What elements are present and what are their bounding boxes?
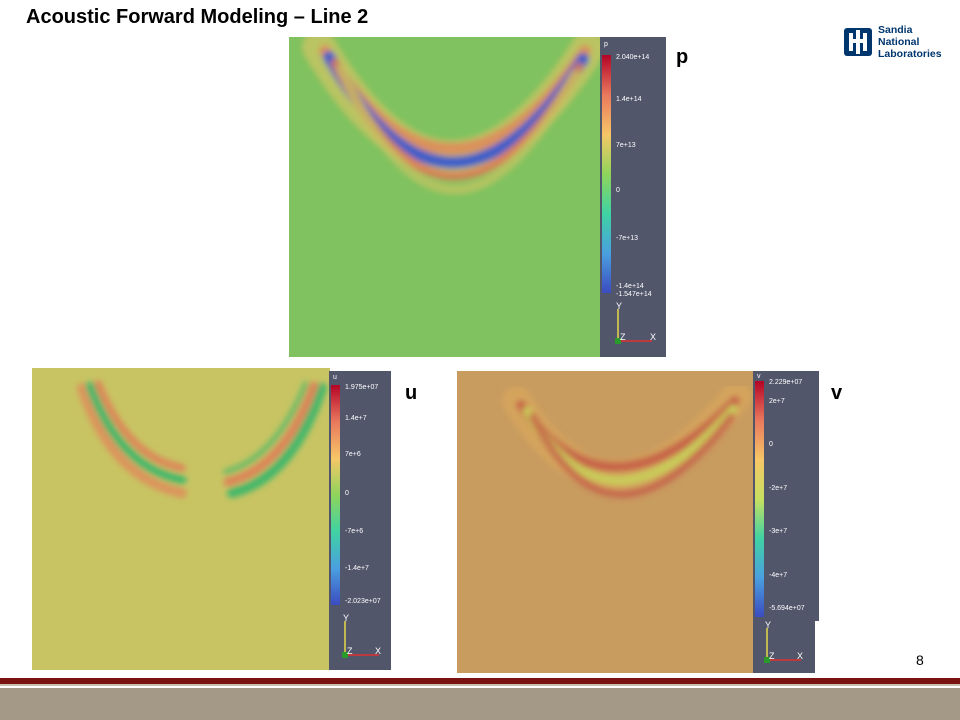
v-tick-4: -3e+7 xyxy=(769,528,788,535)
u-axes-triad: Y Z X xyxy=(329,611,391,670)
u-tick-3: 0 xyxy=(345,490,349,497)
footer-red-bar xyxy=(0,678,960,684)
u-plot-label: u xyxy=(405,382,418,404)
p-tick-0: 2.040e+14 xyxy=(616,54,650,61)
p-colorbar-title: p xyxy=(604,41,608,48)
p-tick-4: -7e+13 xyxy=(616,235,638,242)
p-tick-2: 7e+13 xyxy=(616,142,636,149)
v-plot-label: v xyxy=(831,382,843,404)
v-axes-triad: Y Z X xyxy=(753,618,815,673)
footer-divider xyxy=(0,684,960,686)
sandia-logo: Sandia National Laboratories xyxy=(842,24,942,64)
p-axis-x-label: X xyxy=(650,332,657,342)
u-field-plot xyxy=(32,368,330,670)
p-plot-label: p xyxy=(676,46,689,68)
slide-title: Acoustic Forward Modeling – Line 2 xyxy=(26,6,369,28)
p-tick-3: 0 xyxy=(616,187,620,194)
p-axis-z-label: Z xyxy=(620,332,626,342)
v-tick-0: 2.229e+07 xyxy=(769,379,803,386)
v-colorbar-gradient xyxy=(755,381,764,617)
p-axis-y-label: Y xyxy=(616,301,623,311)
u-colorbar-gradient xyxy=(331,385,340,605)
u-tick-1: 1.4e+7 xyxy=(345,415,367,422)
v-tick-1: 2e+7 xyxy=(769,398,785,405)
p-tick-6: -1.547e+14 xyxy=(616,291,652,298)
u-tick-5: -1.4e+7 xyxy=(345,565,369,572)
v-axis-x-label: X xyxy=(797,651,804,661)
v-tick-3: -2e+7 xyxy=(769,485,788,492)
u-axis-y-label: Y xyxy=(343,613,350,623)
logo-line-3: Laboratories xyxy=(878,48,942,60)
page-number: 8 xyxy=(916,652,924,668)
v-axis-y-label: Y xyxy=(765,620,772,630)
v-tick-6: -5.694e+07 xyxy=(769,605,805,612)
footer-tan-bar xyxy=(0,688,960,720)
logo-line-1: Sandia xyxy=(878,24,913,36)
logo-line-2: National xyxy=(878,36,920,48)
p-colorbar-gradient xyxy=(602,55,611,293)
u-axis-x-label: X xyxy=(375,646,382,656)
u-tick-2: 7e+6 xyxy=(345,451,361,458)
u-colorbar-title: u xyxy=(333,374,337,381)
u-tick-4: -7e+6 xyxy=(345,528,364,535)
p-axes-triad: Y Z X xyxy=(600,299,666,357)
v-colorbar-title: v xyxy=(757,373,761,380)
v-tick-5: -4e+7 xyxy=(769,572,788,579)
v-axis-z-label: Z xyxy=(769,651,775,661)
v-colorbar: v 2.229e+07 2e+7 0 -2e+7 -3e+7 -4e+7 -5.… xyxy=(753,371,819,621)
p-field-plot xyxy=(289,37,601,357)
sandia-thunderbird-icon xyxy=(844,28,872,56)
p-colorbar: p 2.040e+14 1.4e+14 7e+13 0 -7e+13 -1.4e… xyxy=(600,37,666,299)
v-field-plot xyxy=(457,371,753,673)
u-tick-0: 1.975e+07 xyxy=(345,384,379,391)
v-tick-2: 0 xyxy=(769,441,773,448)
p-tick-1: 1.4e+14 xyxy=(616,96,642,103)
u-tick-6: -2.023e+07 xyxy=(345,598,381,605)
u-axis-z-label: Z xyxy=(347,646,353,656)
p-tick-5: -1.4e+14 xyxy=(616,283,644,290)
u-colorbar: u 1.975e+07 1.4e+7 7e+6 0 -7e+6 -1.4e+7 … xyxy=(329,371,391,611)
